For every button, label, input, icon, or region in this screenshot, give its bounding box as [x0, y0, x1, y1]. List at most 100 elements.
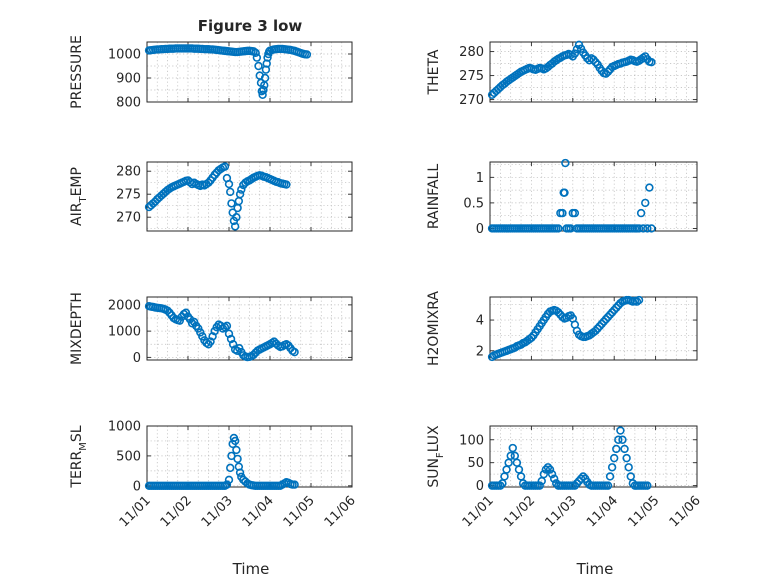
y-axis-label-mixdepth: MIXDEPTH: [69, 292, 85, 365]
data-point-rainfall: [560, 188, 569, 197]
data-point-h2omixra: [597, 319, 606, 329]
y-tick-label: 50: [467, 456, 484, 471]
data-point-sun_flux: [643, 481, 652, 490]
data-point-sun_flux: [549, 474, 559, 483]
y-axis-label-sun_flux: SUNFLUX: [426, 425, 446, 488]
data-point-h2omixra: [601, 315, 611, 324]
data-point-sun_flux: [572, 479, 582, 488]
y-axis-label-rainfall: RAINFALL: [426, 164, 442, 229]
y-tick-label: 275: [459, 69, 484, 84]
panel-pressure: 800 900 1000 PRESSURE: [69, 35, 353, 111]
data-point-rainfall: [638, 224, 648, 233]
axes-border-sun_flux: [489, 425, 698, 488]
data-point-rainfall: [558, 208, 567, 218]
x-tick-label: 11/01: [460, 493, 497, 530]
axes-border-pressure: [146, 41, 353, 103]
data-point-h2omixra: [527, 333, 536, 342]
x-tick-label: 11/04: [584, 493, 621, 530]
data-point-pressure: [259, 85, 268, 95]
x-tick-label: 11/06: [322, 493, 359, 530]
data-point-air_temp: [232, 213, 241, 222]
y-tick-label: 1000: [108, 420, 141, 435]
data-point-sun_flux: [543, 463, 553, 472]
axes-border-theta: [489, 41, 698, 103]
y-tick-label: 0: [476, 479, 484, 494]
data-point-sun_flux: [618, 435, 627, 444]
y-axis-label-air_temp: AIRTEMP: [69, 167, 89, 226]
data-point-sun_flux: [622, 453, 631, 463]
data-point-pressure: [251, 48, 260, 57]
panel-rainfall: 0 0.5 1 RAINFALL: [426, 158, 698, 237]
y-tick-label: 4: [476, 314, 484, 329]
data-point-air_temp: [224, 179, 234, 189]
y-tick-label: 0.5: [463, 196, 484, 211]
data-point-sun_flux: [496, 481, 505, 490]
data-point-air_temp: [237, 185, 246, 194]
data-point-sun_flux: [506, 451, 515, 461]
data-point-rainfall: [643, 224, 652, 233]
data-point-air_temp: [226, 187, 235, 197]
x-tick-label: 11/05: [281, 493, 318, 530]
axes-border-air_temp: [146, 161, 353, 232]
x-tick-label: 11/02: [501, 493, 538, 530]
data-point-rainfall: [634, 224, 644, 233]
x-tick-label: 11/03: [543, 493, 580, 530]
data-point-sun_flux: [612, 444, 621, 454]
y-tick-label: 0: [133, 351, 141, 366]
y-tick-label: 1: [476, 171, 484, 186]
data-point-h2omixra: [634, 295, 644, 305]
data-point-theta: [572, 44, 582, 54]
panel-theta: 270 275 280 THETA: [426, 40, 698, 108]
y-tick-label: 270: [116, 211, 141, 226]
y-tick-label: 270: [459, 93, 484, 108]
data-point-theta: [570, 49, 580, 58]
y-tick-label: 280: [459, 45, 484, 60]
data-point-sun_flux: [624, 463, 633, 472]
y-tick-label: 900: [116, 72, 141, 87]
y-tick-label: 100: [459, 433, 484, 448]
data-point-h2omixra: [595, 321, 604, 331]
data-point-air_temp: [204, 178, 213, 187]
data-point-rainfall: [561, 158, 570, 168]
data-point-sun_flux: [545, 465, 555, 474]
data-point-air_temp: [282, 180, 291, 189]
y-tick-label: 275: [116, 188, 141, 203]
data-point-rainfall: [570, 208, 580, 218]
data-point-theta: [601, 69, 611, 78]
y-tick-label: 0: [133, 479, 141, 494]
data-point-terr_msl: [233, 454, 242, 464]
y-axis-label-theta: THETA: [426, 49, 442, 95]
axes-frame-mixdepth: [146, 296, 353, 361]
data-point-sun_flux: [539, 469, 549, 479]
data-point-h2omixra: [593, 324, 602, 333]
data-point-h2omixra: [599, 317, 609, 326]
panel-sun_flux: 0 50 100 SUNFLUX 11/01 11/02 11/03 11/04 11/05 11…: [426, 425, 704, 530]
y-tick-label: 0: [476, 222, 484, 237]
x-tick-label: 11/06: [667, 493, 704, 530]
data-point-air_temp: [235, 190, 245, 199]
data-point-h2omixra: [607, 308, 617, 317]
data-point-terr_msl: [290, 480, 299, 489]
axes-border-h2omixra: [489, 296, 698, 361]
data-point-sun_flux: [616, 426, 625, 435]
data-point-terr_msl: [226, 463, 235, 473]
data-point-air_temp: [230, 222, 240, 231]
y-tick-label: 1000: [108, 48, 141, 63]
data-point-sun_flux: [570, 481, 580, 490]
data-point-terr_msl: [230, 436, 240, 446]
axes-frame-sun_flux: [489, 425, 698, 488]
data-point-pressure: [252, 53, 262, 62]
data-point-pressure: [260, 73, 270, 83]
data-point-h2omixra: [591, 326, 600, 336]
data-point-terr_msl: [224, 475, 234, 485]
panel-mixdepth: 0 1000 2000 MIXDEPTH: [69, 292, 353, 366]
x-axis-label-left: Time: [232, 560, 270, 578]
y-tick-label: 800: [116, 96, 141, 111]
x-tick-label: 11/01: [117, 493, 154, 530]
data-point-theta: [647, 57, 656, 67]
x-tick-label: 11/04: [240, 493, 277, 530]
data-point-pressure: [258, 90, 267, 100]
data-point-sun_flux: [603, 481, 613, 490]
data-point-rainfall: [641, 198, 650, 208]
data-point-rainfall: [645, 183, 654, 192]
